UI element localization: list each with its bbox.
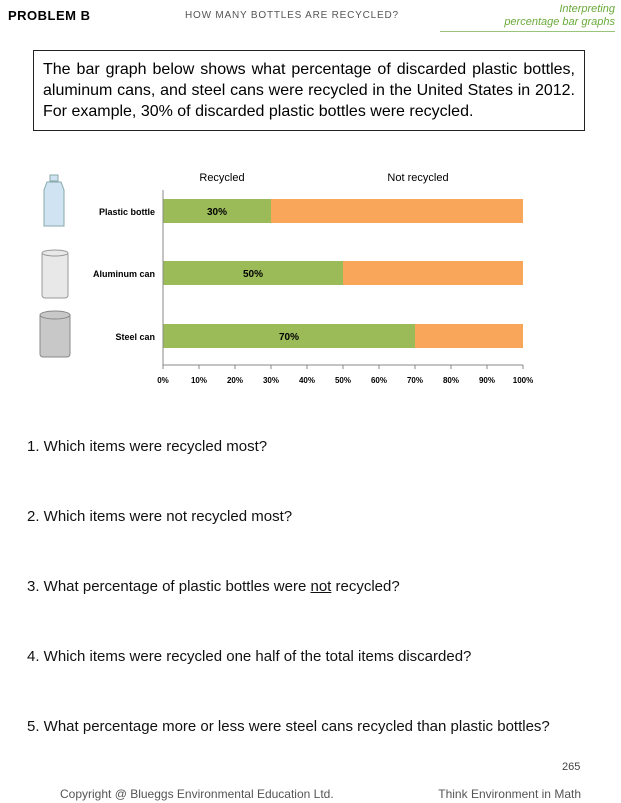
value-label: 50% [243,269,263,280]
category-label: Plastic bottle [99,207,155,217]
steel-can-icon [39,310,71,358]
bar-segment [163,261,343,285]
series-header: Not recycled [387,172,448,184]
question-text: recycled? [331,578,400,595]
question: 5. What percentage more or less were ste… [27,717,565,736]
question-text: 1. Which items were recycled most? [27,438,268,455]
value-label: 30% [207,207,227,218]
question-text: 5. What percentage more or less were ste… [27,718,550,735]
x-tick-label: 80% [443,376,459,385]
question: 4. Which items were recycled one half of… [27,647,565,666]
x-tick-label: 50% [335,376,351,385]
value-label: 70% [279,332,299,343]
chart: Plastic bottle 30% Aluminum can 50% Steel ca… [39,172,533,385]
category-label: Steel can [115,332,155,342]
x-tick-label: 20% [227,376,243,385]
can-icon [41,249,69,299]
question-text: 4. Which items were recycled one half of… [27,648,472,665]
question: 1. Which items were recycled most? [27,437,565,456]
bottle-icon [43,174,65,227]
bar-segment [163,199,271,223]
topic-line: percentage bar graphs [504,16,615,28]
rule [440,31,615,32]
series-header: Recycled [199,172,244,184]
intro-box: The bar graph below shows what percentag… [33,50,585,131]
bar-segment [415,324,523,348]
brand: Think Environment in Math [438,787,581,801]
category-label: Aluminum can [93,269,155,279]
x-tick-label: 70% [407,376,423,385]
bar-segment [163,324,415,348]
topic-line: Interpreting [559,3,615,15]
question-text: 2. Which items were not recycled most? [27,508,293,525]
bar-segment [271,199,523,223]
x-tick-label: 30% [263,376,279,385]
question-text: 3. What percentage of plastic bottles we… [27,578,311,595]
copyright: Copyright @ Blueggs Environmental Educat… [60,787,334,801]
question: 2. Which items were not recycled most? [27,507,565,526]
page-title: HOW MANY BOTTLES ARE RECYCLED? [185,10,399,21]
x-tick-label: 40% [299,376,315,385]
x-tick-label: 60% [371,376,387,385]
x-tick-label: 10% [191,376,207,385]
x-tick-label: 100% [513,376,533,385]
x-tick-label: 0% [157,376,169,385]
question-text: not [310,578,332,595]
x-tick-label: 90% [479,376,495,385]
section-label: PROBLEM B [8,8,91,23]
bar-segment [343,261,523,285]
page-number: 265 [562,761,581,773]
question: 3. What percentage of plastic bottles we… [27,577,565,596]
